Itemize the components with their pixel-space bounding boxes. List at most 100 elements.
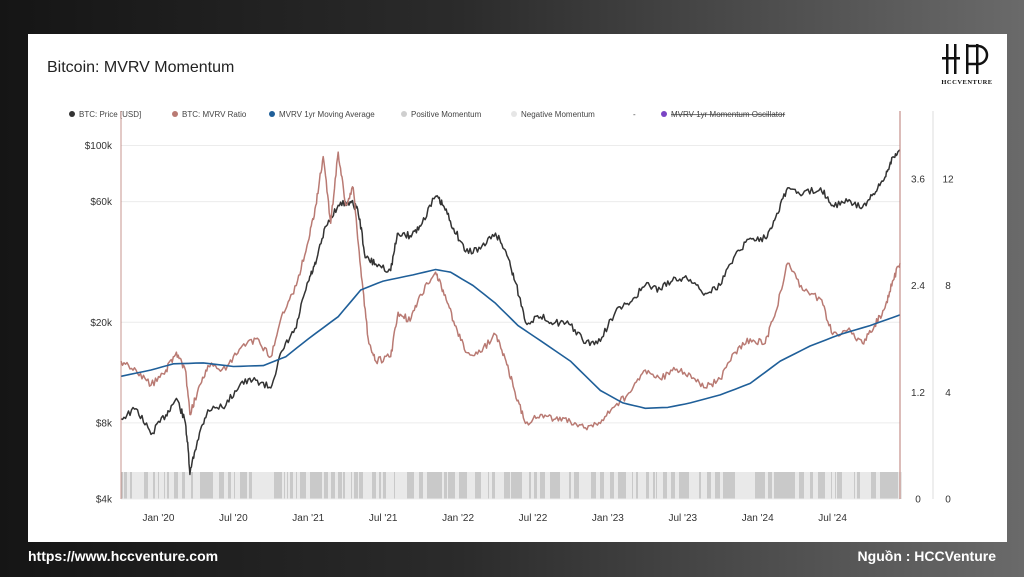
momentum-stripe [459, 472, 461, 499]
momentum-stripe [193, 472, 195, 499]
x-tick-label: Jan '20 [142, 513, 174, 524]
momentum-stripe [734, 472, 735, 499]
momentum-stripe [243, 472, 246, 499]
momentum-stripe [773, 472, 774, 499]
momentum-stripe [621, 472, 624, 499]
momentum-stripe [235, 472, 239, 499]
momentum-stripe [529, 472, 531, 499]
momentum-stripe [158, 472, 159, 499]
momentum-stripe [799, 472, 800, 499]
momentum-stripe [823, 472, 825, 499]
momentum-stripe [331, 472, 335, 499]
momentum-stripe [572, 472, 574, 499]
momentum-stripe [571, 472, 572, 499]
momentum-stripe [195, 472, 197, 499]
legend-label[interactable]: BTC: Price [USD] [79, 110, 141, 119]
momentum-stripe [795, 472, 799, 499]
momentum-stripe [135, 472, 137, 499]
momentum-stripe [547, 472, 548, 499]
momentum-stripe [425, 472, 427, 499]
momentum-stripe [579, 472, 580, 499]
momentum-stripe [836, 472, 837, 499]
momentum-stripe [566, 472, 569, 499]
momentum-stripe [191, 472, 193, 499]
momentum-stripe [735, 472, 739, 499]
momentum-stripe [359, 472, 360, 499]
momentum-stripe [448, 472, 452, 499]
momentum-stripe [746, 472, 747, 499]
momentum-stripe [884, 472, 888, 499]
momentum-stripe [121, 472, 123, 499]
momentum-stripe [652, 472, 653, 499]
momentum-stripe [860, 472, 861, 499]
momentum-stripe [442, 472, 444, 499]
momentum-stripe [747, 472, 749, 499]
momentum-stripe [552, 472, 554, 499]
momentum-stripe [431, 472, 435, 499]
momentum-stripe [538, 472, 539, 499]
logo-text: HCCVENTURE [941, 79, 993, 86]
legend-label[interactable]: MVRV 1yr Moving Average [279, 110, 375, 119]
momentum-stripe [618, 472, 620, 499]
legend-label[interactable]: Negative Momentum [521, 110, 595, 119]
legend: BTC: Price [USD] BTC: MVRV Ratio MVRV 1yr … [69, 110, 785, 119]
momentum-stripe [262, 472, 266, 499]
momentum-stripe [727, 472, 731, 499]
momentum-stripe [560, 472, 562, 499]
momentum-stripe [765, 472, 768, 499]
legend-label[interactable]: BTC: MVRV Ratio [182, 110, 247, 119]
momentum-stripe [871, 472, 874, 499]
momentum-stripe [888, 472, 889, 499]
momentum-stripe [293, 472, 296, 499]
momentum-stripe [745, 472, 746, 499]
momentum-stripe [372, 472, 376, 499]
momentum-stripe [857, 472, 860, 499]
momentum-stripe [620, 472, 621, 499]
momentum-stripe [655, 472, 656, 499]
momentum-stripe [319, 472, 322, 499]
momentum-stripe [825, 472, 828, 499]
momentum-stripe [720, 472, 723, 499]
legend-label[interactable]: Positive Momentum [411, 110, 482, 119]
momentum-stripe [758, 472, 759, 499]
momentum-stripe [392, 472, 394, 499]
momentum-stripe [407, 472, 408, 499]
legend-label[interactable]: - [633, 110, 636, 119]
momentum-stripe [322, 472, 324, 499]
momentum-stripe [130, 472, 132, 499]
momentum-stripe [519, 472, 522, 499]
momentum-stripe [854, 472, 855, 499]
momentum-stripe [171, 472, 174, 499]
momentum-stripe [386, 472, 390, 499]
momentum-stripe [465, 472, 467, 499]
momentum-stripe [689, 472, 690, 499]
momentum-stripe [286, 472, 287, 499]
momentum-stripe [474, 472, 475, 499]
momentum-stripe [394, 472, 395, 499]
momentum-stripe [523, 472, 526, 499]
momentum-stripe [778, 472, 781, 499]
momentum-stripe [261, 472, 262, 499]
momentum-stripe [167, 472, 168, 499]
momentum-stripe [865, 472, 869, 499]
momentum-stripe [282, 472, 284, 499]
momentum-stripe [522, 472, 523, 499]
momentum-stripe [228, 472, 229, 499]
momentum-stripe [663, 472, 664, 499]
legend-label[interactable]: MVRV 1yr Momentum Oscillator [671, 110, 785, 119]
momentum-stripe [252, 472, 256, 499]
momentum-stripe [593, 472, 594, 499]
x-tick-label: Jan '24 [742, 513, 774, 524]
momentum-stripe [275, 472, 277, 499]
momentum-stripe [596, 472, 600, 499]
momentum-stripe [279, 472, 282, 499]
y-left-tick-label: $20k [90, 318, 113, 329]
momentum-stripe [660, 472, 662, 499]
chart-card: Bitcoin: MVRV Momentum HCCVENTURE BTC: P… [28, 34, 1007, 542]
footer-url-link[interactable]: https://www.hccventure.com [28, 548, 219, 564]
x-tick-label: Jan '23 [592, 513, 624, 524]
momentum-stripe [874, 472, 876, 499]
momentum-stripe [488, 472, 489, 499]
momentum-stripe [123, 472, 124, 499]
momentum-stripe [786, 472, 790, 499]
